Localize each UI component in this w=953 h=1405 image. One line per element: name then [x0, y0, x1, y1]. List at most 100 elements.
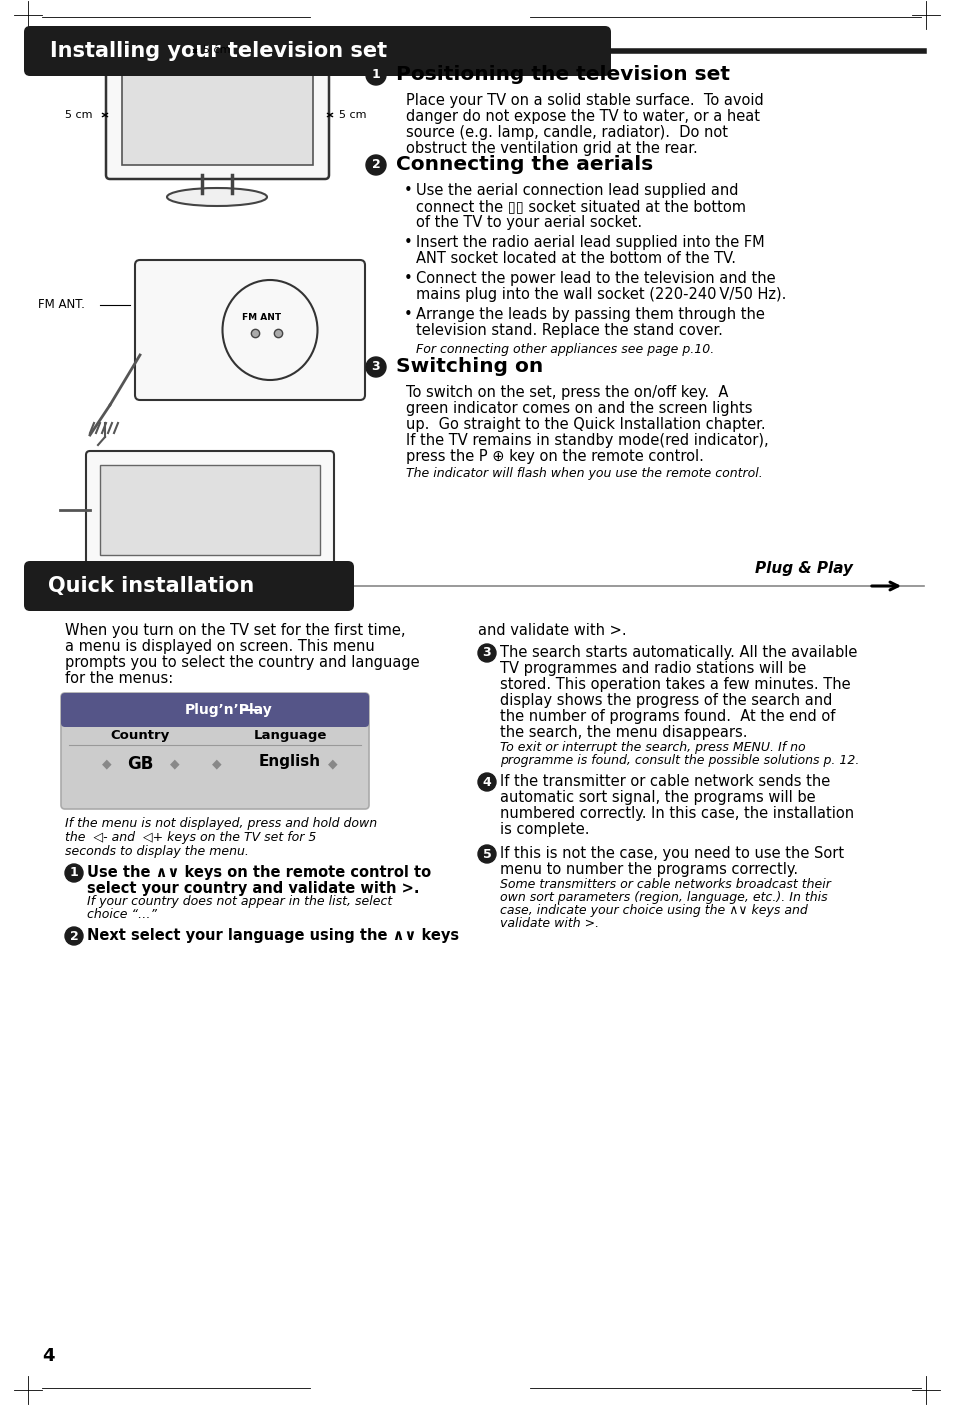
Circle shape	[477, 844, 496, 863]
Text: If the transmitter or cable network sends the: If the transmitter or cable network send…	[499, 774, 829, 790]
Text: 1: 1	[70, 867, 78, 880]
Text: Connect the power lead to the television and the: Connect the power lead to the television…	[416, 271, 775, 287]
FancyBboxPatch shape	[86, 451, 334, 569]
Text: numbered correctly. In this case, the installation: numbered correctly. In this case, the in…	[499, 806, 853, 821]
Text: 4: 4	[482, 776, 491, 788]
Text: Place your TV on a solid stable surface.  To avoid: Place your TV on a solid stable surface.…	[406, 93, 763, 108]
Text: ◆: ◆	[212, 757, 222, 770]
Text: Plug’n’Play: Plug’n’Play	[185, 702, 273, 717]
Text: If the menu is not displayed, press and hold down: If the menu is not displayed, press and …	[65, 816, 376, 830]
Text: 1: 1	[372, 69, 380, 81]
Text: Connecting the aerials: Connecting the aerials	[395, 156, 653, 174]
Text: TV programmes and radio stations will be: TV programmes and radio stations will be	[499, 660, 805, 676]
Text: automatic sort signal, the programs will be: automatic sort signal, the programs will…	[499, 790, 815, 805]
Text: If the TV remains in standby mode(red indicator),: If the TV remains in standby mode(red in…	[406, 433, 768, 448]
Text: own sort parameters (region, language, etc.). In this: own sort parameters (region, language, e…	[499, 891, 827, 903]
Text: 5: 5	[482, 847, 491, 860]
Text: When you turn on the TV set for the first time,: When you turn on the TV set for the firs…	[65, 622, 405, 638]
Text: 3: 3	[372, 361, 380, 374]
Text: Use the ∧∨ keys on the remote control to: Use the ∧∨ keys on the remote control to	[87, 865, 431, 880]
Text: Next select your language using the ∧∨ keys: Next select your language using the ∧∨ k…	[87, 927, 458, 943]
Text: GB: GB	[127, 754, 153, 773]
Text: 2: 2	[70, 930, 78, 943]
Text: the number of programs found.  At the end of: the number of programs found. At the end…	[499, 710, 835, 724]
Text: Use the aerial connection lead supplied and: Use the aerial connection lead supplied …	[416, 183, 738, 198]
Text: The search starts automatically. All the available: The search starts automatically. All the…	[499, 645, 857, 660]
Text: •: •	[403, 235, 413, 250]
Text: To switch on the set, press the on/off key.  A: To switch on the set, press the on/off k…	[406, 385, 727, 400]
FancyBboxPatch shape	[24, 561, 354, 611]
Text: FM ANT.: FM ANT.	[38, 298, 85, 312]
FancyBboxPatch shape	[100, 465, 319, 555]
Text: Country: Country	[111, 729, 170, 742]
Text: Positioning the television set: Positioning the television set	[395, 66, 729, 84]
Text: For connecting other appliances see page p.10.: For connecting other appliances see page…	[416, 343, 714, 355]
Text: of the TV to your aerial socket.: of the TV to your aerial socket.	[416, 215, 641, 230]
Text: •: •	[403, 308, 413, 322]
Text: seconds to display the menu.: seconds to display the menu.	[65, 844, 249, 858]
Text: Plug & Play: Plug & Play	[754, 561, 852, 576]
Circle shape	[477, 643, 496, 662]
Text: validate with >.: validate with >.	[499, 917, 598, 930]
Circle shape	[366, 357, 386, 377]
Text: FM ANT: FM ANT	[242, 313, 281, 322]
Text: case, indicate your choice using the ∧∨ keys and: case, indicate your choice using the ∧∨ …	[499, 903, 807, 917]
Text: Some transmitters or cable networks broadcast their: Some transmitters or cable networks broa…	[499, 878, 830, 891]
Text: •: •	[403, 271, 413, 287]
Text: programme is found, consult the possible solutions p. 12.: programme is found, consult the possible…	[499, 754, 859, 767]
FancyBboxPatch shape	[106, 60, 329, 178]
Circle shape	[65, 864, 83, 882]
Text: green indicator comes on and the screen lights: green indicator comes on and the screen …	[406, 400, 752, 416]
Circle shape	[366, 155, 386, 176]
Text: Arrange the leads by passing them through the: Arrange the leads by passing them throug…	[416, 308, 764, 322]
FancyBboxPatch shape	[24, 27, 610, 76]
Text: 5 cm: 5 cm	[338, 110, 366, 119]
Text: 3: 3	[482, 646, 491, 659]
Circle shape	[366, 65, 386, 84]
Text: ◆: ◆	[102, 757, 112, 770]
Text: the search, the menu disappears.: the search, the menu disappears.	[499, 725, 747, 740]
Text: press the P ⊕ key on the remote control.: press the P ⊕ key on the remote control.	[406, 450, 703, 464]
Circle shape	[477, 773, 496, 791]
Text: and validate with >.: and validate with >.	[477, 622, 626, 638]
Text: prompts you to select the country and language: prompts you to select the country and la…	[65, 655, 419, 670]
Text: ◆: ◆	[328, 757, 337, 770]
Text: Installing your television set: Installing your television set	[50, 41, 387, 60]
Text: up.  Go straight to the Quick Installation chapter.: up. Go straight to the Quick Installatio…	[406, 417, 765, 431]
Text: choice “…”: choice “…”	[87, 908, 157, 922]
Text: Switching on: Switching on	[395, 357, 542, 377]
Text: select your country and validate with >.: select your country and validate with >.	[87, 881, 419, 896]
Text: stored. This operation takes a few minutes. The: stored. This operation takes a few minut…	[499, 677, 850, 693]
Text: ◆: ◆	[170, 757, 179, 770]
Text: Quick installation: Quick installation	[48, 576, 254, 596]
Text: obstruct the ventilation grid at the rear.: obstruct the ventilation grid at the rea…	[406, 140, 697, 156]
Text: If this is not the case, you need to use the Sort: If this is not the case, you need to use…	[499, 846, 843, 861]
Text: danger do not expose the TV to water, or a heat: danger do not expose the TV to water, or…	[406, 110, 760, 124]
Text: If your country does not appear in the list, select: If your country does not appear in the l…	[87, 895, 392, 908]
Text: Insert the radio aerial lead supplied into the FM: Insert the radio aerial lead supplied in…	[416, 235, 763, 250]
Text: ANT socket located at the bottom of the TV.: ANT socket located at the bottom of the …	[416, 251, 735, 266]
Text: 5 cm: 5 cm	[203, 45, 231, 55]
Ellipse shape	[167, 188, 267, 207]
FancyBboxPatch shape	[61, 693, 369, 809]
Text: •: •	[403, 183, 413, 198]
Text: a menu is displayed on screen. This menu: a menu is displayed on screen. This menu	[65, 639, 375, 653]
Text: the  ◁- and  ◁+ keys on the TV set for 5: the ◁- and ◁+ keys on the TV set for 5	[65, 830, 316, 844]
Text: source (e.g. lamp, candle, radiator).  Do not: source (e.g. lamp, candle, radiator). Do…	[406, 125, 727, 140]
Text: is complete.: is complete.	[499, 822, 589, 837]
FancyBboxPatch shape	[61, 693, 369, 726]
Text: The indicator will flash when you use the remote control.: The indicator will flash when you use th…	[406, 466, 762, 481]
Text: 4: 4	[42, 1347, 54, 1366]
Text: mains plug into the wall socket (220-240 V/50 Hz).: mains plug into the wall socket (220-240…	[416, 287, 785, 302]
Text: English: English	[258, 754, 321, 769]
Text: To exit or interrupt the search, press MENU. If no: To exit or interrupt the search, press M…	[499, 740, 804, 754]
Circle shape	[65, 927, 83, 946]
Text: for the menus:: for the menus:	[65, 672, 173, 686]
Text: 2: 2	[372, 159, 380, 171]
Text: Language: Language	[253, 729, 326, 742]
Text: 5 cm: 5 cm	[65, 110, 92, 119]
Text: connect the ▯▯ socket situated at the bottom: connect the ▯▯ socket situated at the bo…	[416, 200, 745, 214]
FancyBboxPatch shape	[122, 73, 313, 164]
Text: display shows the progress of the search and: display shows the progress of the search…	[499, 693, 832, 708]
FancyBboxPatch shape	[135, 260, 365, 400]
